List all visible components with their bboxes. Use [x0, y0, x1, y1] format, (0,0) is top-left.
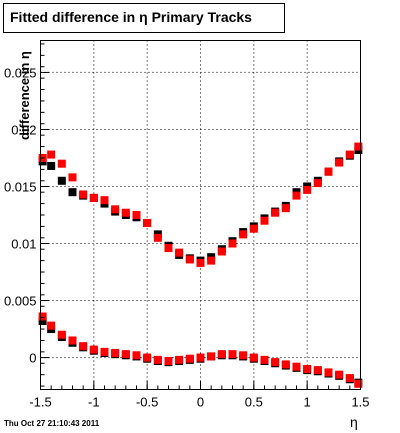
- data-point-red: [345, 150, 354, 159]
- x-tick-label: -1.5: [29, 395, 51, 410]
- data-point-red: [239, 230, 248, 239]
- data-point-red: [217, 350, 226, 359]
- x-tick-label: 0: [197, 395, 204, 410]
- data-point-red: [111, 349, 120, 358]
- data-point-red: [249, 224, 258, 233]
- data-point-red: [228, 350, 237, 359]
- data-point-red: [324, 167, 333, 176]
- x-axis-label: η: [350, 414, 358, 430]
- data-point-red: [79, 342, 88, 351]
- data-point-red: [175, 355, 184, 364]
- data-point-red: [111, 205, 120, 214]
- data-point-red: [132, 211, 141, 219]
- x-tick-label: 0.5: [245, 395, 263, 410]
- data-point-red: [57, 330, 66, 339]
- x-tick-label: -1: [88, 395, 100, 410]
- data-point-red: [100, 347, 109, 356]
- grid-lines: [40, 40, 361, 390]
- x-tick-label: 1: [304, 395, 311, 410]
- data-point-red: [313, 366, 322, 375]
- data-point-black: [68, 188, 77, 197]
- axis-ticks: [40, 43, 361, 390]
- data-point-red: [175, 248, 184, 257]
- data-point-black: [38, 317, 47, 326]
- y-tick-label: 0.015: [4, 179, 37, 194]
- data-point-red: [335, 370, 344, 379]
- data-point-red: [292, 191, 301, 200]
- data-point-red: [121, 350, 130, 359]
- data-point-red: [207, 256, 216, 265]
- data-point-red: [281, 204, 290, 213]
- title-box: Fitted difference in η Primary Tracks: [3, 3, 285, 33]
- data-point-red: [217, 247, 226, 256]
- data-point-red: [228, 239, 237, 248]
- data-point-red: [68, 336, 77, 345]
- data-point-red: [100, 196, 109, 205]
- data-point-red: [121, 208, 130, 217]
- data-point-red: [281, 360, 290, 369]
- y-tick-label: 0: [29, 351, 36, 366]
- data-point-red: [38, 312, 47, 321]
- data-point-red: [164, 244, 173, 253]
- data-point-red: [185, 354, 194, 363]
- data-point-red: [196, 258, 205, 267]
- data-point-black: [47, 161, 56, 170]
- x-tick-label: -0.5: [136, 395, 158, 410]
- data-point-black: [57, 176, 66, 185]
- tick-labels: -1.5 -1 -0.5 0 0.5 1 1.5 0 0.005 0.01 0.015 0.02 0.0…: [4, 65, 370, 409]
- data-point-red: [132, 351, 141, 360]
- y-tick-label: 0.01: [11, 237, 36, 252]
- x-tick-label: 1.5: [351, 395, 369, 410]
- chart-title: Fitted difference in η Primary Tracks: [10, 9, 252, 25]
- data-point-red: [47, 321, 56, 330]
- data-point-red: [239, 351, 248, 360]
- data-point-red: [354, 142, 363, 151]
- data-point-red: [271, 208, 280, 217]
- y-tick-label: 0.005: [4, 294, 37, 309]
- data-point-red: [164, 356, 173, 365]
- timestamp-footer: Thu Oct 27 21:10:43 2011: [4, 419, 100, 428]
- data-point-red: [143, 353, 152, 362]
- data-point-red: [303, 364, 312, 373]
- data-point-red: [354, 379, 363, 388]
- data-point-red: [249, 353, 258, 362]
- y-tick-label: 0.02: [11, 122, 36, 137]
- data-point-red: [260, 216, 269, 225]
- data-point-red: [153, 355, 162, 364]
- data-point-red: [143, 218, 152, 227]
- data-point-red: [47, 150, 56, 159]
- data-point-red: [345, 374, 354, 383]
- data-point-red: [153, 233, 162, 242]
- data-point-red: [89, 193, 98, 202]
- data-point-red: [271, 358, 280, 367]
- data-points: [38, 142, 363, 388]
- data-point-red: [185, 255, 194, 264]
- data-point-red: [57, 159, 66, 168]
- data-point-red: [68, 173, 77, 182]
- y-tick-label: 0.025: [4, 65, 37, 80]
- data-point-red: [260, 355, 269, 364]
- data-point-red: [303, 185, 312, 194]
- data-point-red: [313, 179, 322, 188]
- data-point-red: [89, 345, 98, 354]
- data-point-red: [79, 190, 88, 199]
- data-point-red: [196, 353, 205, 362]
- data-point-red: [292, 362, 301, 371]
- data-point-red: [324, 368, 333, 377]
- data-point-red: [207, 352, 216, 361]
- data-point-red: [335, 158, 344, 167]
- y-axis-label: difference in η: [17, 51, 32, 140]
